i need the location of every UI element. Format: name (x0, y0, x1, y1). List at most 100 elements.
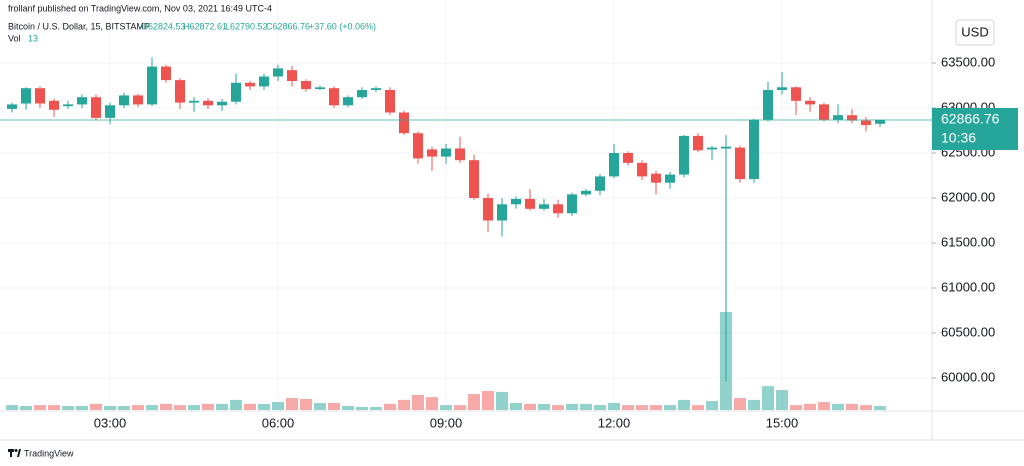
volume-bar (776, 390, 788, 410)
volume-bar (454, 405, 466, 410)
countdown: 10:36 (941, 130, 976, 146)
candle-body (609, 153, 619, 177)
candle-body (805, 100, 815, 105)
candle-body (147, 66, 157, 105)
candle-body (637, 162, 647, 177)
y-tick-label: 61000.00 (941, 279, 995, 294)
candle-body (679, 135, 689, 175)
footer-brand: TradingView (24, 448, 74, 458)
volume-bar (118, 406, 130, 410)
volume-bar (412, 394, 424, 410)
candle-body (595, 176, 605, 191)
volume-bar (468, 394, 480, 410)
candle-body (245, 82, 255, 87)
candle-body (847, 115, 857, 121)
volume-bar (734, 398, 746, 410)
candle-body (161, 66, 171, 81)
ohlc-open: O62824.53 (141, 21, 186, 31)
candle-body (427, 149, 437, 157)
candle-body (833, 115, 843, 120)
candle-body (511, 198, 521, 205)
volume-bar (566, 403, 578, 410)
volume-bar (216, 403, 228, 410)
volume-bar (34, 405, 46, 410)
candle-body (623, 153, 633, 163)
candle-body (329, 88, 339, 106)
candle-body (273, 68, 283, 77)
volume-bar (160, 403, 172, 410)
candle-body (413, 133, 423, 159)
grid (0, 0, 932, 411)
candle-body (861, 120, 871, 126)
x-tick-label: 12:00 (598, 415, 631, 430)
candle-body (735, 147, 745, 180)
volume-bar (6, 405, 18, 410)
candle-body (875, 119, 885, 124)
candle-body (343, 97, 353, 106)
currency-button[interactable] (955, 19, 995, 46)
volume-bar (804, 403, 816, 410)
volume-bar (580, 403, 592, 410)
candle-body (21, 88, 31, 104)
volume-bar (440, 405, 452, 410)
candle-body (133, 95, 143, 105)
y-tick-label: 60500.00 (941, 324, 995, 339)
candle-body (441, 148, 451, 157)
candle-body (651, 173, 661, 183)
volume-bar (496, 391, 508, 410)
ohlc-high: H62872.61 (183, 21, 227, 31)
x-tick-label: 03:00 (94, 415, 127, 430)
candle-body (35, 88, 45, 104)
candle-body (455, 148, 465, 161)
candle-body (525, 198, 535, 209)
volume-bar (230, 399, 242, 410)
volume-bar (874, 406, 886, 410)
candle-body (763, 90, 773, 120)
volume-bar (384, 403, 396, 410)
volume-bar (48, 405, 60, 410)
candle-body (693, 135, 703, 151)
volume-bar (62, 406, 74, 410)
candle-body (217, 101, 227, 106)
volume-bar (356, 406, 368, 410)
currency[interactable]: USD (961, 24, 988, 39)
candle-body (231, 82, 241, 102)
volume-bar (174, 405, 186, 410)
volume-bar (244, 403, 256, 410)
candle-body (119, 95, 129, 106)
y-tick-label: 63500.00 (941, 54, 995, 69)
volume-bar (706, 401, 718, 410)
change: +37.60 (+0.06%) (309, 21, 376, 31)
volume-bar (818, 402, 830, 410)
volume-bar (132, 405, 144, 410)
volume-bar (608, 402, 620, 410)
candle-body (749, 119, 759, 180)
volume-bar (104, 406, 116, 410)
candle-body (287, 70, 297, 81)
candle-body (105, 105, 115, 118)
candle-body (49, 100, 59, 110)
volume-label: Vol (8, 33, 21, 43)
candle-body (385, 90, 395, 113)
y-tick-label: 61500.00 (941, 234, 995, 249)
y-tick-label: 60000.00 (941, 369, 995, 384)
candle-body (777, 87, 787, 90)
candle-body (567, 194, 577, 214)
volume-bar (258, 403, 270, 410)
volume-bar (76, 406, 88, 410)
volume-bar (790, 405, 802, 410)
volume-value: 13 (28, 33, 38, 43)
candle-body (91, 97, 101, 118)
volume-bar (524, 403, 536, 410)
volume-bar (594, 405, 606, 410)
volume-bar (286, 398, 298, 410)
volume-bar (748, 399, 760, 410)
x-tick-label: 09:00 (430, 415, 463, 430)
candle-body (189, 100, 199, 103)
footer-logo (8, 449, 21, 457)
volume-bar (762, 386, 774, 410)
candle-body (665, 174, 675, 183)
symbol: Bitcoin / U.S. Dollar, 15, BITSTAMP (8, 21, 150, 31)
